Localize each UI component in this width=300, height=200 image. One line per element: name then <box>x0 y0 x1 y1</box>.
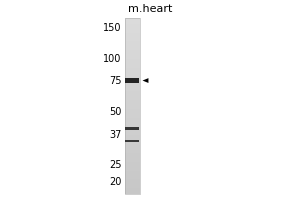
Bar <box>124 53 140 56</box>
Bar <box>124 38 140 41</box>
Text: 37: 37 <box>109 130 122 140</box>
Bar <box>124 141 140 144</box>
Bar <box>124 44 140 47</box>
Bar <box>124 56 140 59</box>
Text: 150: 150 <box>103 23 122 33</box>
Bar <box>124 109 140 112</box>
Bar <box>124 74 140 77</box>
Bar <box>124 150 140 153</box>
Bar <box>124 129 140 132</box>
Bar <box>124 21 140 24</box>
Bar <box>124 32 140 36</box>
Bar <box>124 112 140 115</box>
Bar <box>124 123 140 127</box>
Bar <box>124 153 140 156</box>
Bar <box>124 159 140 162</box>
Bar <box>124 138 140 141</box>
Bar <box>124 182 140 185</box>
Bar <box>124 91 140 94</box>
Text: 50: 50 <box>109 107 122 117</box>
Bar <box>124 18 140 194</box>
Bar <box>124 120 140 124</box>
Bar <box>125 78 139 83</box>
Bar <box>124 100 140 103</box>
Bar <box>124 144 140 147</box>
Bar <box>124 126 140 129</box>
Bar <box>124 164 140 168</box>
Text: 75: 75 <box>109 76 122 86</box>
Bar <box>124 97 140 100</box>
Bar <box>124 41 140 44</box>
Bar <box>124 50 140 53</box>
Text: m.heart: m.heart <box>128 4 172 14</box>
Bar <box>124 27 140 30</box>
Bar <box>124 179 140 182</box>
Bar <box>124 94 140 97</box>
Bar <box>124 24 140 27</box>
Bar <box>124 147 140 150</box>
Bar <box>124 191 140 194</box>
Text: 20: 20 <box>109 177 122 187</box>
Bar <box>124 59 140 62</box>
Bar <box>124 82 140 85</box>
Bar <box>125 127 139 130</box>
Bar <box>124 30 140 33</box>
Bar <box>124 103 140 106</box>
Bar <box>124 35 140 39</box>
Bar <box>124 68 140 71</box>
Bar <box>124 162 140 165</box>
Bar <box>124 167 140 171</box>
Bar <box>124 106 140 109</box>
Bar <box>124 65 140 68</box>
Bar <box>124 156 140 159</box>
Bar <box>124 62 140 65</box>
Bar <box>124 115 140 118</box>
Bar <box>124 88 140 91</box>
Bar <box>124 170 140 173</box>
Bar <box>125 140 139 142</box>
Text: 25: 25 <box>109 160 122 170</box>
Bar <box>124 188 140 191</box>
Polygon shape <box>142 78 148 83</box>
Bar <box>124 18 140 21</box>
Bar <box>124 118 140 121</box>
Bar <box>124 79 140 83</box>
Bar <box>124 135 140 138</box>
Bar <box>124 176 140 179</box>
Bar <box>124 132 140 135</box>
Bar <box>124 173 140 176</box>
Bar <box>124 85 140 88</box>
Bar <box>124 71 140 74</box>
Text: 100: 100 <box>103 54 122 64</box>
Bar <box>124 76 140 80</box>
Bar <box>124 47 140 50</box>
Bar <box>124 185 140 188</box>
